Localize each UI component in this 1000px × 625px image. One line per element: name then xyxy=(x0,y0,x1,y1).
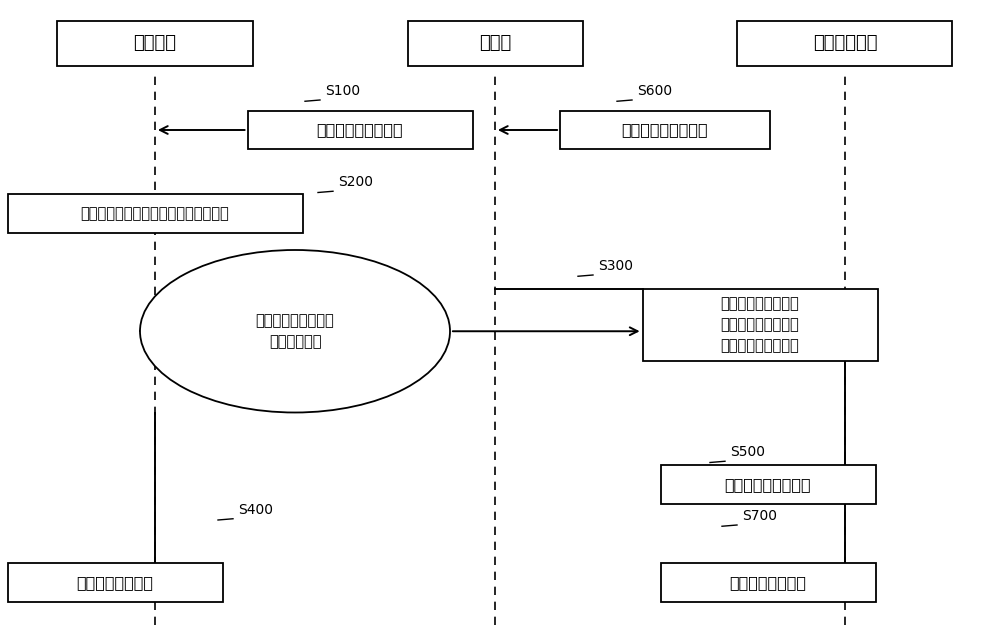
Text: 获取第一飞行航线；: 获取第一飞行航线； xyxy=(317,122,403,138)
Bar xyxy=(408,21,582,66)
Bar xyxy=(737,21,952,66)
Text: S200: S200 xyxy=(338,176,373,189)
Text: S500: S500 xyxy=(730,446,765,459)
Bar xyxy=(57,21,252,66)
Text: 飞行装置: 飞行装置 xyxy=(134,34,176,52)
Bar xyxy=(660,563,876,602)
Text: 向服务器发送飞行装
置的位置信息: 向服务器发送飞行装 置的位置信息 xyxy=(256,313,334,349)
Bar xyxy=(248,111,473,149)
Text: 发送第一飞行航线；: 发送第一飞行航线； xyxy=(622,122,708,138)
Text: 无线充电节点: 无线充电节点 xyxy=(813,34,877,52)
Bar xyxy=(660,465,876,504)
Bar xyxy=(8,194,302,233)
Text: 服务器: 服务器 xyxy=(479,34,511,52)
Bar xyxy=(643,289,878,361)
Text: 开启无线充电操作。: 开启无线充电操作。 xyxy=(725,477,811,492)
Text: 控制飞行装置在第一飞行航线上飞行；: 控制飞行装置在第一飞行航线上飞行； xyxy=(81,206,229,221)
Text: S100: S100 xyxy=(325,84,360,98)
Ellipse shape xyxy=(140,250,450,412)
Text: S600: S600 xyxy=(637,84,672,98)
Text: 调整无线充电角度: 调整无线充电角度 xyxy=(76,575,154,590)
Bar xyxy=(8,563,222,602)
Bar xyxy=(560,111,770,149)
Text: 根据所述飞行装置的
位置信息，向无线充
电节点发送充电指令: 根据所述飞行装置的 位置信息，向无线充 电节点发送充电指令 xyxy=(721,296,799,354)
Text: S400: S400 xyxy=(238,503,273,517)
Text: S300: S300 xyxy=(598,259,633,273)
Text: S700: S700 xyxy=(742,509,777,523)
Text: 调整无线充电角度: 调整无线充电角度 xyxy=(730,575,806,590)
